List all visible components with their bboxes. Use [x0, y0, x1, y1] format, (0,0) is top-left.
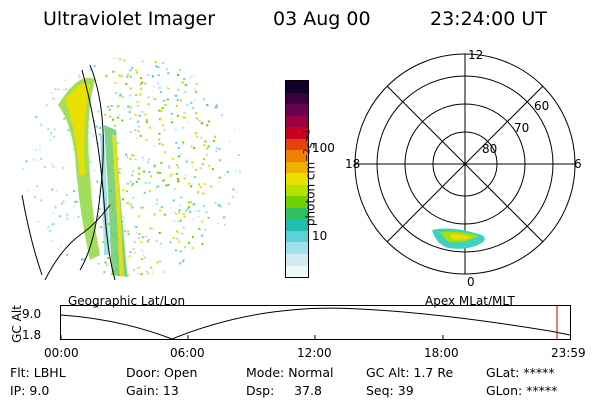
info-mode: Mode: Normal: [246, 365, 334, 380]
info-glat: GLat: *****: [486, 365, 555, 380]
aurora-scatter: [22, 57, 242, 277]
info-gain: Gain: 13: [126, 383, 179, 398]
colorbar-band: [286, 230, 308, 243]
aurora-oval: [432, 228, 485, 249]
colorbar-band: [286, 81, 308, 93]
colorbar-band: [286, 127, 308, 139]
colorbar-band: [286, 104, 308, 116]
colorbar-band: [286, 173, 308, 185]
geographic-image: [21, 57, 242, 281]
timeline-ytick-high: 9.0: [22, 307, 42, 321]
info-glon: GLon: *****: [486, 383, 558, 398]
mlt-diagonal-2: [386, 85, 544, 243]
mlt-label-12: 12: [468, 48, 483, 62]
colorbar-band: [286, 150, 308, 162]
mlt-label-0: 0: [467, 275, 475, 288]
colorbar-band: [286, 196, 308, 208]
mlt-label-18: 18: [345, 157, 360, 171]
info-ip: IP: 9.0: [10, 383, 50, 398]
colorbar-tick-10: 10: [312, 229, 328, 243]
colorbar-band: [286, 92, 308, 105]
colorbar-band: [286, 219, 308, 231]
info-gcalt: GC Alt: 1.7 Re: [366, 365, 454, 380]
colorbar-band: [286, 242, 308, 254]
info-seq: Seq: 39: [366, 383, 414, 398]
instrument-title: Ultraviolet Imager: [43, 8, 216, 30]
colorbar-band: [286, 207, 308, 220]
timeline-xtick-2359: 23:59: [551, 346, 586, 360]
colorbar-band: [286, 138, 308, 151]
altitude-curve: [60, 307, 571, 340]
colorbar-unit-label: photon cm−2s−1: [302, 128, 318, 227]
info-flt: Flt: LBHL: [10, 365, 66, 380]
time-label: 23:24:00 UT: [430, 8, 547, 30]
timeline-xtick-1800: 18:00: [424, 346, 459, 360]
info-door: Door: Open: [126, 365, 198, 380]
colorbar-band: [286, 253, 308, 266]
lat-label-70: 70: [514, 121, 529, 135]
info-dsp: Dsp: 37.8: [246, 383, 322, 398]
coastlines: [21, 64, 116, 281]
apex-polar-plot: 12 18 6 0 60 70 80: [345, 48, 582, 288]
colorbar-tick-100: 100: [312, 141, 335, 155]
colorbar: [285, 80, 309, 278]
mlt-label-6: 6: [574, 157, 582, 171]
colorbar-band: [286, 161, 308, 174]
geographic-caption: Geographic Lat/Lon: [68, 294, 186, 308]
altitude-timeline: [60, 305, 571, 340]
date-label: 03 Aug 00: [273, 8, 371, 30]
timeline-xtick-1200: 12:00: [297, 346, 332, 360]
colorbar-band: [286, 184, 308, 197]
colorbar-band: [286, 115, 308, 128]
timeline-xtick-0600: 06:00: [170, 346, 205, 360]
apex-caption: Apex MLat/MLT: [425, 294, 515, 308]
timeline-ytick-low: 1.8: [22, 328, 42, 342]
lat-label-60: 60: [534, 99, 549, 113]
lat-label-80: 80: [482, 142, 497, 156]
colorbar-band: [286, 265, 308, 278]
timeline-xtick-0000: 00:00: [44, 346, 79, 360]
